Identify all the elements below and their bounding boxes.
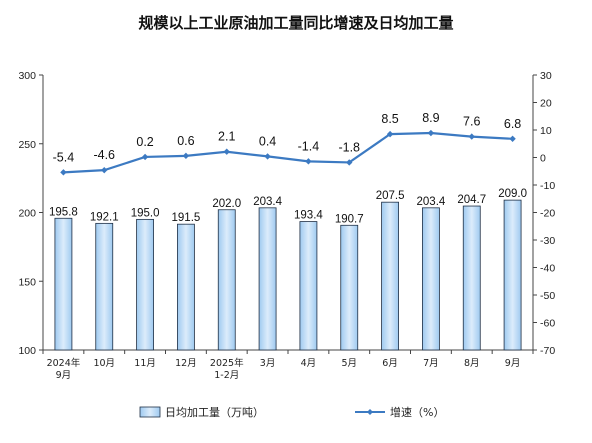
line-point [468, 133, 475, 140]
bar [258, 207, 277, 351]
line-point [141, 153, 149, 161]
bar-series: 195.8 192.1 195.0 191.5 202.0 203.4 193.4 190.7… [49, 188, 527, 351]
line-value-label: -5.4 [53, 150, 75, 164]
x-tick-label: 1-2月 [214, 370, 239, 381]
line-point [182, 152, 190, 160]
bar-value-label: 191.5 [172, 212, 201, 224]
line-value-label: 8.5 [381, 112, 398, 126]
line-point [509, 135, 516, 142]
right-tick-label: -70 [540, 345, 555, 357]
x-tick-label: 8月 [464, 358, 480, 369]
right-tick-label: -60 [540, 318, 555, 330]
line-point [346, 159, 353, 166]
line-point [101, 166, 108, 174]
right-tick-label: -40 [540, 263, 555, 275]
x-tick-label: 12月 [175, 358, 197, 369]
bar-value-label: 195.8 [49, 206, 78, 218]
bar [299, 221, 318, 351]
right-tick-label: 0 [540, 153, 546, 165]
bar-value-label: 193.4 [294, 210, 323, 222]
bar [136, 218, 154, 351]
bar [54, 217, 73, 351]
bar-value-label: 204.7 [457, 194, 486, 206]
bar [422, 207, 440, 351]
left-tick-label: 150 [18, 276, 36, 288]
bar [95, 222, 114, 351]
bar-value-label: 209.0 [498, 188, 527, 200]
left-tick-label: 250 [18, 139, 36, 151]
bar-value-label: 207.5 [376, 190, 405, 202]
line-value-label: 8.9 [422, 111, 439, 125]
x-tick-label: 4月 [301, 358, 317, 369]
x-tick-label: 5月 [341, 358, 357, 369]
x-tick-label: 7月 [423, 358, 439, 369]
line-value-label: 0.4 [259, 134, 276, 148]
x-tick-label: 2025年 [210, 357, 244, 369]
line-value-label: -1.4 [298, 139, 320, 153]
x-tick-label: 9月 [505, 358, 521, 369]
right-tick-label: -10 [540, 180, 555, 192]
line-point [427, 129, 435, 137]
right-tick-label: -50 [540, 290, 555, 302]
x-tick-label: 11月 [134, 358, 156, 369]
line-point [305, 158, 312, 165]
bar [217, 209, 236, 351]
line-value-label: -4.6 [93, 148, 115, 162]
line-point [60, 169, 67, 176]
right-tick-label: 20 [540, 98, 552, 110]
growth-line [63, 131, 513, 174]
bar-value-label: 203.4 [417, 196, 446, 208]
x-tick-label: 3月 [260, 358, 276, 369]
bar-value-label: 190.7 [335, 213, 364, 225]
line-value-label: 2.1 [218, 130, 235, 144]
axes: 100 150 200 250 300 -70 -60 -50 -40 -30 -20 -10 0 10 2… [18, 70, 555, 381]
right-tick-label: 10 [540, 125, 552, 137]
x-tick-label: 2024年 [47, 357, 81, 369]
bar [462, 205, 481, 351]
line-value-label: 7.6 [463, 115, 480, 129]
bar [177, 223, 195, 351]
legend: 日均加工量（万吨） 增速（%） [139, 405, 444, 419]
line-value-label: 6.8 [504, 117, 521, 131]
legend-bar-label: 日均加工量（万吨） [165, 406, 264, 419]
line-value-label: 0.6 [177, 134, 194, 148]
left-tick-label: 300 [18, 70, 36, 82]
legend-line-label: 增速（%） [390, 405, 444, 419]
right-tick-label: 30 [540, 70, 552, 82]
right-tick-label: -30 [540, 235, 555, 247]
line-point [264, 153, 271, 160]
line-point [386, 130, 394, 138]
bar-value-label: 192.1 [90, 211, 119, 223]
x-tick-label: 6月 [382, 358, 398, 369]
left-tick-label: 100 [18, 345, 36, 357]
right-tick-label: -20 [540, 208, 555, 220]
bar-value-label: 202.0 [212, 198, 241, 210]
bar [381, 201, 399, 351]
bar [340, 224, 359, 351]
x-tick-label: 9月 [56, 370, 72, 381]
x-tick-label: 10月 [93, 358, 115, 369]
line-point [223, 148, 230, 155]
legend-line-marker [367, 409, 373, 415]
line-series: -5.4 -4.6 0.2 0.6 2.1 0.4 -1.4 -1.8 8.5 8.9 7.6 6.8 [53, 111, 521, 176]
line-value-label: -1.8 [338, 140, 360, 154]
line-value-label: 0.2 [136, 135, 153, 149]
bar-value-label: 203.4 [253, 196, 282, 208]
bar-value-label: 195.0 [131, 207, 160, 219]
legend-bar-swatch [139, 406, 161, 418]
chart-title: 规模以上工业原油加工量同比增速及日均加工量 [138, 14, 453, 32]
bar [503, 199, 522, 351]
left-tick-label: 200 [18, 208, 36, 220]
